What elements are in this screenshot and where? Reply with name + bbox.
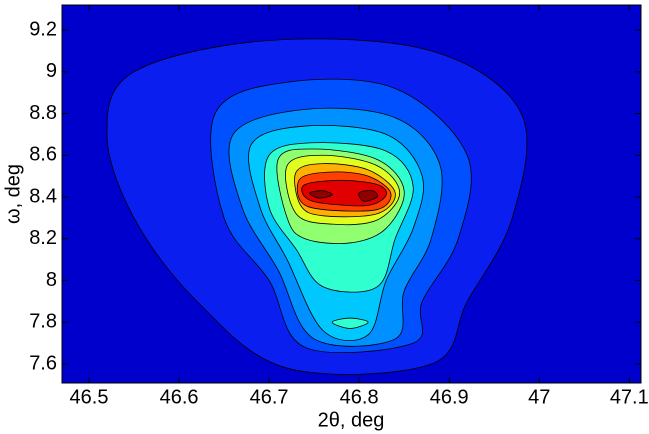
x-tick-label: 46.8 [340, 386, 379, 408]
x-axis-label: 2θ, deg [318, 409, 385, 431]
y-tick-label: 8 [46, 269, 57, 291]
y-axis-label: ω, deg [2, 164, 24, 224]
y-tick-label: 9 [46, 60, 57, 82]
y-tick-label: 7.6 [29, 352, 57, 374]
contour-level [309, 190, 333, 199]
contour-level [331, 317, 369, 329]
plot-area [62, 5, 641, 383]
x-tick-label: 46.6 [160, 386, 199, 408]
contour-level [358, 190, 378, 202]
x-tick-label: 46.5 [70, 386, 109, 408]
y-tick-label: 8.2 [29, 227, 57, 249]
x-tick-label: 47.1 [610, 386, 649, 408]
y-tick-label: 8.4 [29, 185, 57, 207]
x-tick-label: 46.9 [430, 386, 469, 408]
y-tick-label: 8.6 [29, 144, 57, 166]
x-tick-label: 46.7 [250, 386, 289, 408]
y-tick-label: 9.2 [29, 18, 57, 40]
plot-frame [61, 4, 642, 384]
y-tick-label: 7.8 [29, 311, 57, 333]
y-tick-label: 8.8 [29, 102, 57, 124]
x-tick-label: 47 [528, 386, 550, 408]
